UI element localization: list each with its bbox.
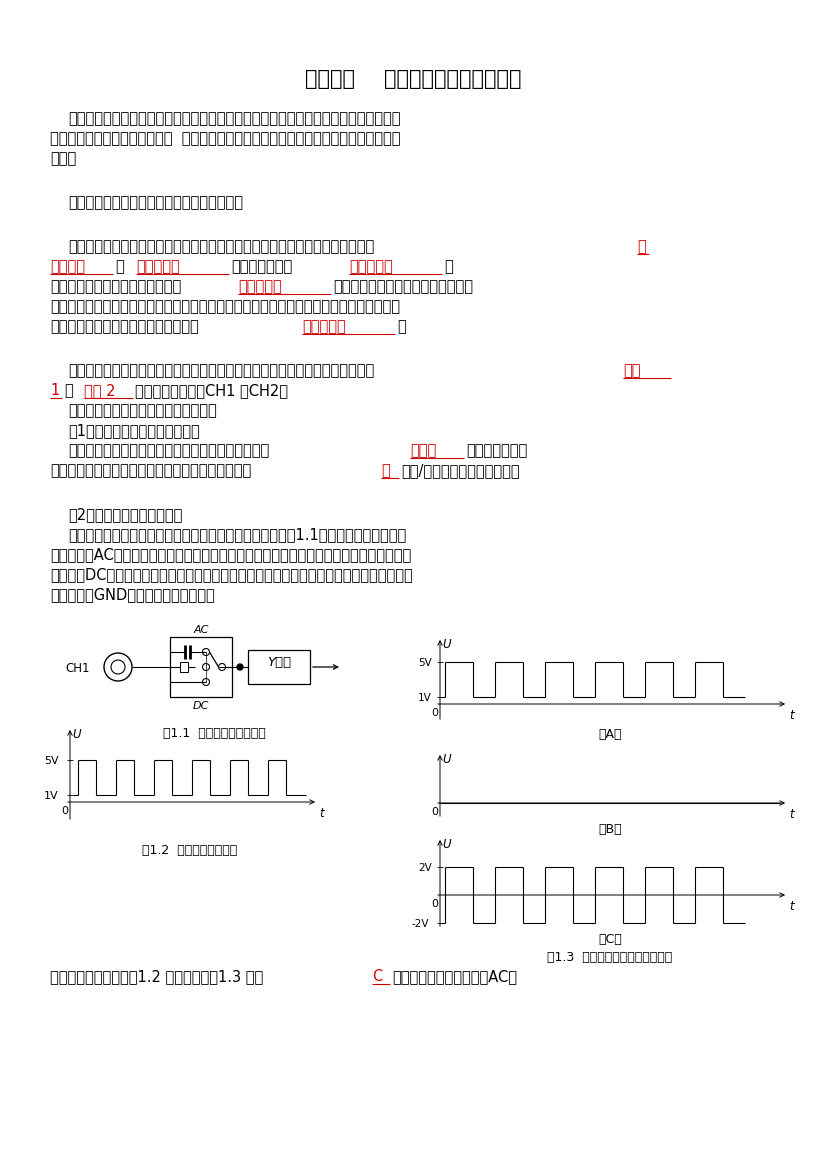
Text: U: U [442, 753, 451, 766]
Text: （2）正确选择输入耦合方式: （2）正确选择输入耦合方式 [68, 507, 183, 523]
Text: t: t [789, 900, 794, 913]
Text: 0: 0 [431, 708, 438, 718]
Bar [180, 662, 188, 672]
Text: 设为交流（AC），将阻挡输入信号的直流成分，示波器只显示输入的交流成分；耦合方式设: 设为交流（AC），将阻挡输入信号的直流成分，示波器只显示输入的交流成分；耦合方式… [50, 547, 411, 562]
Text: 0: 0 [61, 805, 68, 816]
Text: （B）: （B） [598, 823, 622, 836]
Text: 图1.2  被测信号实际波形: 图1.2 被测信号实际波形 [142, 844, 238, 857]
Text: 本部分主要涉及实验要用到的三种仪器：数字示波器、信号发生器和稳压电源。学生在: 本部分主要涉及实验要用到的三种仪器：数字示波器、信号发生器和稳压电源。学生在 [68, 111, 401, 126]
Text: 端送入，分别称为CH1 和CH2。: 端送入，分别称为CH1 和CH2。 [135, 383, 288, 397]
Text: 示波器能够将电信号转换为可以观察的视觉图形，便于人们观测。示波器可分为: 示波器能够将电信号转换为可以观察的视觉图形，便于人们观测。示波器可分为 [68, 238, 374, 254]
Text: 图1.1  输入耦合开关示意图: 图1.1 输入耦合开关示意图 [163, 727, 265, 740]
Text: 。: 。 [397, 319, 406, 334]
Text: AC: AC [193, 625, 209, 635]
Text: 0: 0 [431, 807, 438, 817]
Text: 1V: 1V [44, 791, 59, 801]
Text: 拟示波器: 拟示波器 [50, 260, 85, 274]
Text: 自学了《电子技术应用实验教程  综合篇》（后称教材）第一章内容后，填空完成这部分的: 自学了《电子技术应用实验教程 综合篇》（后称教材）第一章内容后，填空完成这部分的 [50, 131, 401, 146]
Text: 果同时观测两个时间相关的信号，则应选择信号周期: 果同时观测两个时间相关的信号，则应选择信号周期 [50, 463, 251, 478]
Text: 和: 和 [115, 260, 124, 274]
Text: 设为接地（GND），将断开输入信号。: 设为接地（GND），将断开输入信号。 [50, 587, 215, 602]
Text: 5V: 5V [44, 756, 59, 766]
Text: 数字示波器: 数字示波器 [238, 279, 282, 293]
Text: （1）正确选择触发源和触发方式: （1）正确选择触发源和触发方式 [68, 423, 200, 438]
Text: 应根据被观测信号的性质来选择正确的输入耦合方式。如图1.1所示，输入耦合方式若: 应根据被观测信号的性质来选择正确的输入耦合方式。如图1.1所示，输入耦合方式若 [68, 527, 406, 542]
Text: t: t [789, 808, 794, 821]
Text: t: t [789, 710, 794, 722]
Text: 在使用示波器时，需要注意以下几点：: 在使用示波器时，需要注意以下几点： [68, 403, 216, 419]
Text: （C）: （C） [598, 933, 622, 946]
Text: -2V: -2V [412, 919, 430, 929]
Text: （A）: （A） [598, 728, 622, 741]
Text: 数字示波器: 数字示波器 [302, 319, 346, 334]
Text: 形式在屏幕上显示出来。我们使用的是: 形式在屏幕上显示出来。我们使用的是 [50, 319, 199, 334]
Text: 2V: 2V [418, 863, 432, 873]
Text: C: C [372, 969, 382, 984]
Text: Y通道: Y通道 [267, 657, 291, 670]
Bar [248, 650, 310, 684]
Text: DC: DC [192, 701, 209, 711]
Text: 内容。: 内容。 [50, 151, 76, 166]
Text: 一、学习示波器的应用，填空完成下面的内容: 一、学习示波器的应用，填空完成下面的内容 [68, 195, 243, 210]
Text: CH1: CH1 [65, 662, 90, 675]
Text: 大: 大 [381, 463, 390, 478]
Text: （大/小）的通道作为触发源。: （大/小）的通道作为触发源。 [401, 463, 520, 478]
Text: 该信号: 该信号 [410, 443, 436, 458]
Text: 模: 模 [637, 238, 646, 254]
Text: U: U [442, 838, 451, 851]
Text: 1: 1 [50, 383, 59, 397]
Text: 连续方式将被测信号显示出来：而: 连续方式将被测信号显示出来：而 [50, 279, 181, 293]
Text: 图1.3  不同输入耦合方式时的波形: 图1.3 不同输入耦合方式时的波形 [548, 952, 672, 964]
Text: 进制信号存储起来，再从存储器中取出信号的离散值，通过算法将离散的被测信号以连续的: 进制信号存储起来，再从存储器中取出信号的离散值，通过算法将离散的被测信号以连续的 [50, 299, 400, 314]
Text: 模拟示波器: 模拟示波器 [349, 260, 392, 274]
Text: 首先将被测信号抽样和量化，变为二: 首先将被测信号抽样和量化，变为二 [333, 279, 473, 293]
Text: 1V: 1V [418, 693, 432, 703]
Text: 第一部分    常用电子测量仪器的使用: 第一部分 常用电子测量仪器的使用 [305, 69, 521, 89]
Text: 5V: 5V [418, 658, 432, 667]
Circle shape [237, 664, 243, 670]
Text: U: U [442, 638, 451, 651]
Text: 两大类。其中，: 两大类。其中， [231, 260, 292, 274]
Bar [170, 637, 232, 697]
Text: 为输入耦合方式为交流（AC）: 为输入耦合方式为交流（AC） [392, 969, 517, 984]
Text: 已知被测信号波形如图1.2 所示，则在图1.3 中，: 已知被测信号波形如图1.2 所示，则在图1.3 中， [50, 969, 263, 984]
Text: 数字示波器: 数字示波器 [136, 260, 180, 274]
Text: 通道 2: 通道 2 [84, 383, 116, 397]
Text: 为直流（DC），输入信号的交流和直流成分都通过，示波器显示输入的实际波形；耦合方式: 为直流（DC），输入信号的交流和直流成分都通过，示波器显示输入的实际波形；耦合方… [50, 567, 413, 582]
Text: 0: 0 [431, 899, 438, 909]
Text: 和: 和 [64, 383, 73, 397]
Text: 作为触发源；如: 作为触发源；如 [466, 443, 527, 458]
Text: 以: 以 [444, 260, 453, 274]
Text: U: U [72, 728, 81, 741]
Text: 使用双踪示波器，能够同时观测两个时间相关的信号。信号通过探头从面板上的: 使用双踪示波器，能够同时观测两个时间相关的信号。信号通过探头从面板上的 [68, 364, 374, 378]
Text: 触发源的选择：如果观测的是单通道信号，就应选择: 触发源的选择：如果观测的是单通道信号，就应选择 [68, 443, 269, 458]
Text: t: t [319, 807, 324, 819]
Text: 通道: 通道 [623, 364, 640, 378]
